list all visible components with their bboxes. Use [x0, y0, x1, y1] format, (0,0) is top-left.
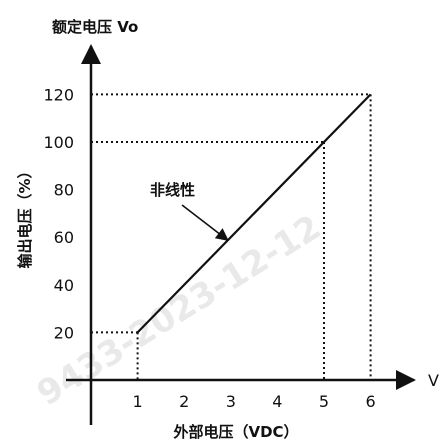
- x-axis-title: 外部电压（VDC）: [172, 423, 298, 441]
- annotation-arrow: [181, 204, 229, 241]
- series-lines: [136, 93, 372, 334]
- tick-labels: 1 2 3 4 5 6 20 40 60 80 100 120: [43, 85, 375, 411]
- y-tick-label: 80: [54, 181, 74, 200]
- y-tick-label: 100: [43, 133, 74, 152]
- x-tick-label: 4: [272, 392, 282, 411]
- x-tick-label: 1: [133, 392, 143, 411]
- y-tick-label: 120: [43, 85, 74, 104]
- guide-lines: [91, 93, 372, 380]
- series-line-0: [136, 93, 372, 334]
- x-axis-end-label: V: [428, 371, 439, 390]
- x-tick-label: 5: [319, 392, 329, 411]
- axes: [66, 44, 416, 425]
- x-tick-label: 2: [179, 392, 189, 411]
- y-axis-side-label: 输出电压（%）: [16, 163, 34, 268]
- x-tick-label: 6: [366, 392, 376, 411]
- x-tick-label: 3: [226, 392, 236, 411]
- y-tick-label: 60: [54, 228, 74, 247]
- watermark-text: 9433-2023-12-12: [30, 207, 328, 414]
- y-tick-label: 20: [54, 323, 74, 342]
- y-tick-label: 40: [54, 276, 74, 295]
- y-axis-title: 额定电压 Vo: [52, 18, 138, 36]
- annotation-label: 非线性: [150, 181, 195, 199]
